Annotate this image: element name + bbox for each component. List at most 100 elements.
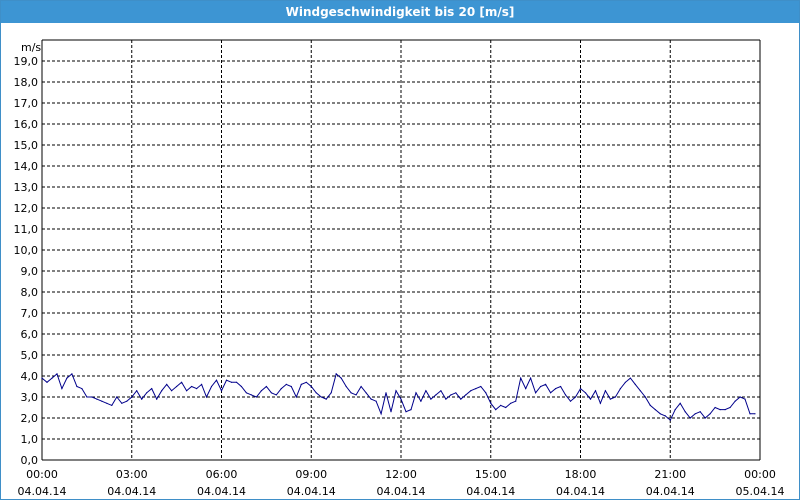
data-point (614, 396, 617, 398)
data-point (220, 390, 223, 392)
data-point (66, 377, 68, 379)
data-point (674, 409, 676, 411)
data-point (370, 398, 372, 400)
data-point (240, 385, 242, 388)
y-tick-label: 0,0 (21, 454, 39, 467)
data-point (530, 377, 532, 379)
grid (42, 40, 760, 460)
data-point (225, 379, 228, 381)
x-tick-date: 04.04.14 (556, 485, 605, 498)
data-point (280, 388, 282, 390)
data-point (609, 398, 612, 400)
data-point (255, 396, 257, 398)
data-point (186, 390, 188, 392)
data-point (395, 390, 397, 392)
data-point (515, 400, 517, 402)
data-point (520, 377, 522, 379)
data-point (210, 385, 213, 388)
data-point (535, 392, 537, 394)
data-point (420, 400, 422, 402)
data-point (380, 413, 382, 415)
x-tick-time: 06:00 (206, 468, 238, 481)
data-point (340, 377, 342, 379)
data-point (96, 398, 98, 400)
data-point (550, 392, 552, 394)
data-point (470, 390, 472, 392)
data-point (709, 413, 711, 415)
data-point (385, 392, 387, 394)
data-point (564, 394, 567, 396)
x-tick-time: 21:00 (654, 468, 686, 481)
data-point (290, 385, 292, 388)
data-point (116, 396, 118, 398)
data-point (545, 383, 547, 385)
data-point (584, 392, 587, 394)
data-point (450, 394, 452, 396)
data-point (355, 394, 357, 396)
y-tick-label: 8,0 (21, 286, 39, 299)
data-point (390, 411, 392, 413)
data-point (345, 385, 347, 388)
data-point (415, 392, 417, 394)
data-point (176, 385, 178, 388)
data-point (265, 385, 267, 388)
data-point (260, 390, 262, 392)
axes (41, 39, 761, 461)
x-tick-date: 04.04.14 (197, 485, 246, 498)
y-tick-label: 1,0 (21, 433, 39, 446)
x-axis-ticks: 00:00 04.04.14 03:00 04.04.14 06:00 04.04.14 0… (18, 468, 785, 498)
data-point (191, 385, 193, 388)
data-point (101, 400, 103, 402)
data-point (490, 402, 492, 404)
x-tick-time: 15:00 (475, 468, 507, 481)
data-point (569, 400, 572, 402)
data-point (76, 385, 78, 388)
data-point (754, 413, 756, 415)
data-point (744, 398, 746, 400)
data-point (166, 383, 168, 385)
data-point (360, 385, 362, 388)
data-point (315, 392, 317, 394)
y-tick-label: 17,0 (14, 97, 39, 110)
data-point (181, 381, 183, 383)
data-point (300, 383, 302, 385)
data-point (330, 392, 332, 394)
x-tick-date: 04.04.14 (18, 485, 67, 498)
data-point (275, 394, 277, 396)
data-point (365, 392, 367, 394)
chart-title: Windgeschwindigkeit bis 20 [m/s] (1, 1, 799, 23)
data-point (41, 377, 43, 379)
x-tick-time: 00:00 (26, 468, 58, 481)
data-point (335, 373, 337, 375)
data-point (455, 392, 457, 394)
y-tick-label: 16,0 (14, 118, 39, 131)
data-point (295, 396, 297, 398)
data-point (106, 402, 108, 404)
x-tick-date: 04.04.14 (107, 485, 156, 498)
x-tick-time: 09:00 (295, 468, 327, 481)
data-point (729, 406, 731, 409)
data-point (634, 383, 636, 385)
y-tick-label: 10,0 (14, 244, 39, 257)
data-point (161, 390, 163, 392)
data-point (215, 379, 218, 381)
data-point (250, 394, 252, 396)
y-tick-label: 6,0 (21, 328, 39, 341)
data-point (325, 398, 327, 400)
data-point (604, 390, 607, 392)
data-point (141, 398, 143, 400)
y-tick-label: 4,0 (21, 370, 39, 383)
y-tick-label: 18,0 (14, 76, 39, 89)
data-point (714, 406, 716, 409)
data-point (644, 396, 646, 398)
data-point (495, 409, 497, 411)
x-tick-time: 18:00 (565, 468, 597, 481)
y-tick-label: 7,0 (21, 307, 39, 320)
data-point (146, 392, 148, 394)
data-point (684, 411, 686, 413)
data-point (410, 409, 412, 411)
wind-speed-series-line (41, 373, 755, 421)
data-point (619, 388, 622, 390)
data-point (624, 381, 627, 383)
data-point (121, 402, 123, 404)
